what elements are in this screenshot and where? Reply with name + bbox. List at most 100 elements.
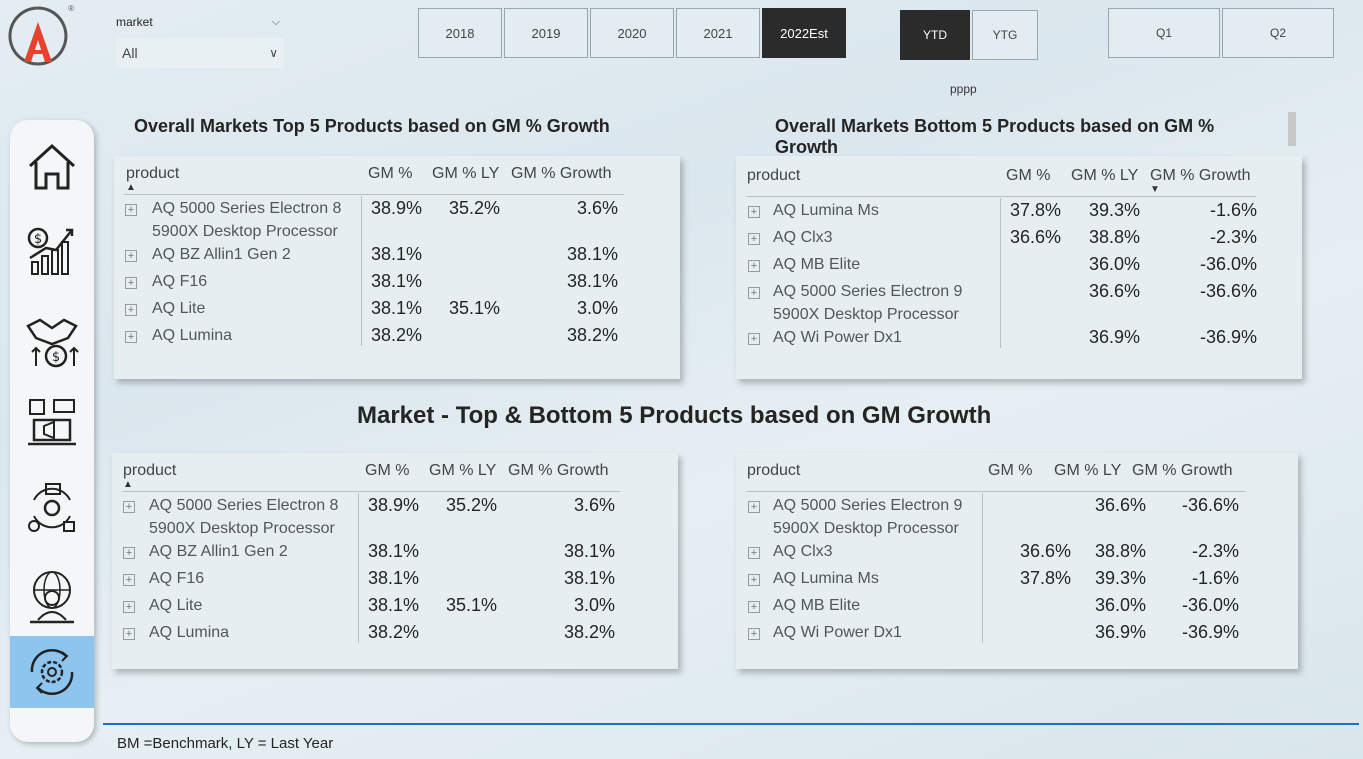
nav-home[interactable] [10, 130, 94, 202]
expand-row-icon[interactable]: + [123, 501, 135, 513]
header-product[interactable]: product [747, 167, 801, 184]
header-product[interactable]: product [126, 165, 180, 182]
expand-row-icon[interactable]: + [748, 501, 760, 513]
column-divider [361, 196, 362, 346]
header-divider [746, 491, 1246, 492]
header-gm-ly[interactable]: GM % LY [429, 462, 497, 479]
header-gm[interactable]: GM % [988, 462, 1033, 479]
product-name-line: AQ Wi Power Dx1 [773, 329, 902, 346]
expand-row-icon[interactable]: + [125, 204, 137, 216]
year-button-2018[interactable]: 2018 [418, 8, 502, 58]
expand-row-icon[interactable]: + [125, 331, 137, 343]
footer-divider [103, 723, 1359, 725]
header-gm-growth[interactable]: GM % Growth [1132, 462, 1233, 479]
ytd-button[interactable]: YTD [900, 10, 970, 60]
header-divider [122, 491, 620, 492]
sort-descending-icon[interactable]: ▼ [1150, 184, 1160, 195]
product-name: AQ Clx3 [773, 540, 833, 563]
header-product[interactable]: product [123, 462, 177, 479]
expand-row-icon[interactable]: + [748, 628, 760, 640]
header-gm-growth[interactable]: GM % Growth [1150, 167, 1251, 184]
product-name: AQ MB Elite [773, 594, 860, 617]
expand-row-icon[interactable]: + [748, 601, 760, 613]
column-divider [1000, 198, 1001, 348]
slicer-collapse-icon[interactable]: ⌵ [271, 15, 280, 28]
product-name: AQ 5000 Series Electron 9 5900X Desktop P… [773, 280, 962, 326]
year-button-2022est[interactable]: 2022Est [762, 8, 846, 58]
product-name-line: AQ F16 [149, 570, 205, 587]
product-name-line: AQ BZ Allin1 Gen 2 [152, 246, 291, 263]
expand-row-icon[interactable]: + [125, 277, 137, 289]
product-name-line: AQ F16 [152, 273, 208, 290]
expand-row-icon[interactable]: + [123, 547, 135, 559]
nav-settings-active[interactable] [10, 636, 94, 708]
nav-executive[interactable] [10, 560, 94, 632]
marketing-icon [28, 399, 76, 446]
cell-gm-ly: 36.6% [1094, 495, 1146, 515]
quarter-button-q1[interactable]: Q1 [1108, 8, 1220, 58]
header-gm-ly[interactable]: GM % LY [432, 165, 500, 182]
cell-growth: 38.2% [563, 622, 615, 642]
top-market-table: product ▲ GM % GM % LY GM % Growth + AQ 5… [112, 453, 678, 669]
cell-gm: 38.9% [370, 198, 422, 218]
cell-growth: 3.6% [576, 198, 618, 218]
cell-growth: -36.0% [1199, 254, 1257, 274]
expand-row-icon[interactable]: + [748, 233, 760, 245]
expand-row-icon[interactable]: + [123, 574, 135, 586]
header-gm[interactable]: GM % [1006, 167, 1051, 184]
product-name-line: AQ Lumina Ms [773, 570, 879, 587]
expand-row-icon[interactable]: + [748, 260, 760, 272]
header-gm-growth[interactable]: GM % Growth [508, 462, 609, 479]
ytg-button[interactable]: YTG [972, 10, 1038, 60]
nav-marketing[interactable] [10, 386, 94, 458]
sort-ascending-icon[interactable]: ▲ [123, 479, 133, 490]
table-header: product ▲ GM % GM % LY GM % Growth [114, 156, 680, 196]
expand-row-icon[interactable]: + [748, 287, 760, 299]
product-name-line: 5900X Desktop Processor [149, 520, 335, 537]
year-button-2021[interactable]: 2021 [676, 8, 760, 58]
header-gm-ly[interactable]: GM % LY [1071, 167, 1139, 184]
expand-row-icon[interactable]: + [748, 547, 760, 559]
market-dropdown-value: All [122, 45, 138, 61]
cell-gm: 38.1% [370, 244, 422, 264]
cell-gm: 38.2% [367, 622, 419, 642]
expand-row-icon[interactable]: + [748, 574, 760, 586]
cell-gm: 37.8% [1019, 568, 1071, 588]
product-name-line: AQ 5000 Series Electron 9 [773, 497, 963, 514]
expand-row-icon[interactable]: + [123, 601, 135, 613]
cell-growth: 38.2% [566, 325, 618, 345]
title-scrollbar[interactable] [1288, 112, 1296, 146]
expand-row-icon[interactable]: + [748, 206, 760, 218]
header-gm[interactable]: GM % [368, 165, 413, 182]
registered-mark: ® [68, 4, 74, 13]
market-dropdown[interactable]: All ∨ [116, 38, 284, 68]
header-gm[interactable]: GM % [365, 462, 410, 479]
cell-gm: 36.6% [1009, 227, 1061, 247]
nav-sales[interactable]: $ [10, 306, 94, 378]
expand-row-icon[interactable]: + [748, 333, 760, 345]
year-button-2019[interactable]: 2019 [504, 8, 588, 58]
cell-gm: 37.8% [1009, 200, 1061, 220]
expand-row-icon[interactable]: + [125, 304, 137, 316]
header-gm-ly[interactable]: GM % LY [1054, 462, 1122, 479]
expand-row-icon[interactable]: + [125, 250, 137, 262]
product-name: AQ 5000 Series Electron 8 5900X Desktop P… [152, 197, 341, 243]
market-slicer[interactable]: market ⌵ All ∨ [116, 12, 284, 68]
cell-gm-ly: 36.6% [1088, 281, 1140, 301]
nav-supply-chain[interactable] [10, 472, 94, 544]
cell-growth: -36.6% [1181, 495, 1239, 515]
cell-growth: -2.3% [1191, 541, 1239, 561]
svg-text:$: $ [34, 232, 42, 247]
product-name: AQ F16 [152, 270, 207, 293]
nav-finance[interactable]: $ [10, 214, 94, 286]
quarter-button-q2[interactable]: Q2 [1222, 8, 1334, 58]
header-product[interactable]: product [747, 462, 801, 479]
header-gm-growth[interactable]: GM % Growth [511, 165, 612, 182]
cell-growth: 38.1% [563, 541, 615, 561]
year-button-2020[interactable]: 2020 [590, 8, 674, 58]
cell-gm-ly: 36.9% [1088, 327, 1140, 347]
home-icon [28, 143, 76, 190]
expand-row-icon[interactable]: + [123, 628, 135, 640]
header-divider [746, 196, 1256, 197]
sort-ascending-icon[interactable]: ▲ [126, 182, 136, 193]
